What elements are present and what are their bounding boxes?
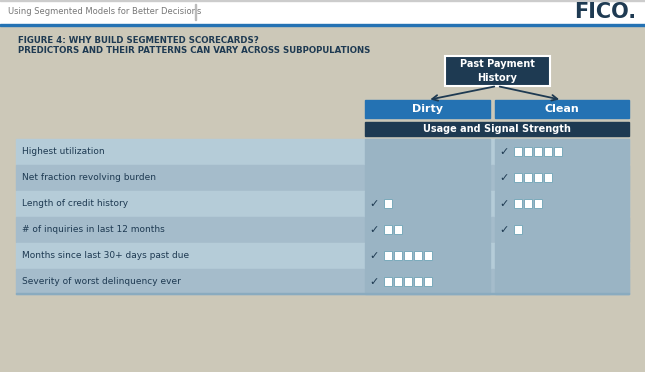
Bar	[495, 191, 629, 216]
Text: Dirty: Dirty	[412, 104, 443, 114]
Bar	[524, 147, 532, 156]
Bar	[394, 225, 402, 234]
Text: FICO.: FICO.	[574, 2, 636, 22]
Bar	[524, 173, 532, 182]
Text: Highest utilization: Highest utilization	[22, 147, 104, 156]
Bar	[495, 100, 629, 118]
Bar	[384, 199, 392, 208]
Text: Months since last 30+ days past due: Months since last 30+ days past due	[22, 251, 189, 260]
Bar	[404, 251, 412, 260]
Bar	[514, 173, 522, 182]
Bar	[384, 251, 392, 260]
Bar	[495, 243, 629, 268]
Text: ✓: ✓	[370, 199, 379, 208]
Bar	[365, 269, 490, 294]
Bar	[16, 293, 629, 294]
Bar	[424, 277, 432, 286]
Bar	[394, 277, 402, 286]
Text: ✓: ✓	[499, 147, 509, 157]
Bar	[394, 251, 402, 260]
Bar	[544, 147, 552, 156]
Text: FIGURE 4: WHY BUILD SEGMENTED SCORECARDS?: FIGURE 4: WHY BUILD SEGMENTED SCORECARDS…	[18, 36, 259, 45]
Text: ✓: ✓	[370, 276, 379, 286]
Bar	[16, 217, 629, 242]
Text: Using Segmented Models for Better Decisions: Using Segmented Models for Better Decisi…	[8, 7, 201, 16]
Text: Past Payment
History: Past Payment History	[459, 60, 535, 83]
Text: Severity of worst delinquency ever: Severity of worst delinquency ever	[22, 277, 181, 286]
Bar	[424, 251, 432, 260]
Bar	[384, 225, 392, 234]
Bar	[414, 251, 422, 260]
Bar	[524, 199, 532, 208]
Bar	[365, 191, 490, 216]
Bar	[16, 243, 629, 268]
Bar	[365, 100, 490, 118]
Text: Net fraction revolving burden: Net fraction revolving burden	[22, 173, 156, 182]
Text: ✓: ✓	[370, 224, 379, 234]
Bar	[16, 139, 629, 164]
Text: Clean: Clean	[544, 104, 579, 114]
Bar	[554, 147, 562, 156]
Bar	[384, 277, 392, 286]
Bar	[16, 191, 629, 216]
Bar	[365, 165, 490, 190]
Bar	[365, 139, 490, 164]
Bar	[365, 243, 490, 268]
Bar	[534, 147, 542, 156]
Bar	[404, 277, 412, 286]
Bar	[514, 225, 522, 234]
Text: PREDICTORS AND THEIR PATTERNS CAN VARY ACROSS SUBPOPULATIONS: PREDICTORS AND THEIR PATTERNS CAN VARY A…	[18, 46, 370, 55]
Bar	[414, 277, 422, 286]
Bar	[495, 165, 629, 190]
Bar	[0, 24, 645, 26]
Text: ✓: ✓	[499, 199, 509, 208]
Bar	[514, 199, 522, 208]
Bar	[544, 173, 552, 182]
Bar	[16, 165, 629, 190]
Text: ✓: ✓	[499, 173, 509, 183]
FancyBboxPatch shape	[444, 56, 550, 86]
Text: Length of credit history: Length of credit history	[22, 199, 128, 208]
Bar	[495, 217, 629, 242]
Bar	[365, 122, 629, 136]
Text: Usage and Signal Strength: Usage and Signal Strength	[423, 124, 571, 134]
Bar	[0, 0, 645, 24]
Bar	[195, 4, 196, 20]
Bar	[495, 139, 629, 164]
Bar	[365, 217, 490, 242]
Bar	[16, 269, 629, 294]
Bar	[534, 199, 542, 208]
Text: ✓: ✓	[499, 224, 509, 234]
Bar	[514, 147, 522, 156]
Text: # of inquiries in last 12 months: # of inquiries in last 12 months	[22, 225, 164, 234]
Bar	[534, 173, 542, 182]
Text: ✓: ✓	[370, 250, 379, 260]
Bar	[495, 269, 629, 294]
Bar	[0, 0, 645, 1]
